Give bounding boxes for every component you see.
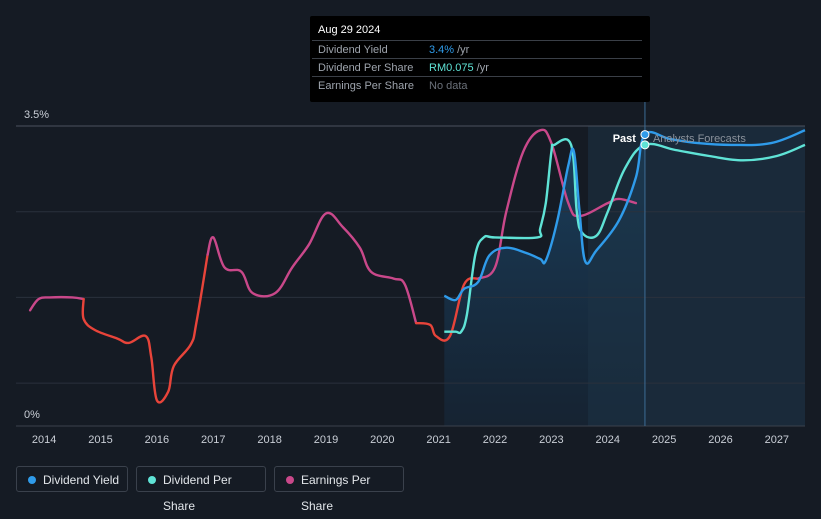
x-tick-label: 2023 <box>539 434 563 446</box>
x-tick-label: 2020 <box>370 434 394 446</box>
tooltip-row-earnings-per-share: Earnings Per Share No data <box>312 76 642 95</box>
forecast-label: Analysts Forecasts <box>653 133 746 145</box>
legend-item-earnings-per-share[interactable]: Earnings Per Share <box>274 466 404 513</box>
tooltip-unit: /yr <box>457 44 470 56</box>
legend-item-dividend-per-share[interactable]: Dividend Per Share <box>136 466 266 513</box>
x-tick-label: 2026 <box>708 434 732 446</box>
x-tick-label: 2021 <box>426 434 450 446</box>
x-tick-label: 2022 <box>483 434 507 446</box>
forecast-region <box>644 126 805 426</box>
legend-dot-icon <box>286 476 294 484</box>
x-tick-label: 2024 <box>596 434 620 446</box>
tooltip-label: Dividend Per Share <box>318 62 414 74</box>
chart: 3.5% 0% 2014 2015 2016 2017 2018 2019 2020 2021 20… <box>16 100 806 446</box>
x-tick-label: 2014 <box>32 434 56 446</box>
tooltip-unit: /yr <box>476 62 489 74</box>
x-tick-label: 2018 <box>257 434 281 446</box>
tooltip-row-dividend-yield: Dividend Yield 3.4%/yr <box>312 40 642 59</box>
x-tick-label: 2025 <box>652 434 676 446</box>
x-tick-label: 2015 <box>88 434 112 446</box>
tooltip-value: No data <box>429 80 468 92</box>
tooltip: Aug 29 2024 Dividend Yield 3.4%/yr Divid… <box>310 16 650 102</box>
eps-line-negative-segment <box>81 253 209 404</box>
legend-dot-icon <box>148 476 156 484</box>
eps-line-segment <box>206 211 418 325</box>
yield-line <box>443 129 806 302</box>
x-tick-label: 2017 <box>201 434 225 446</box>
legend-label: Dividend Yield <box>43 473 120 487</box>
dps-current-marker <box>640 140 650 150</box>
x-tick-label: 2019 <box>314 434 338 446</box>
eps-line-segment <box>28 295 85 312</box>
legend-item-dividend-yield[interactable]: Dividend Yield <box>16 466 128 492</box>
tooltip-label: Earnings Per Share <box>318 80 414 92</box>
tooltip-value: 3.4% <box>429 44 455 56</box>
past-label: Past <box>613 133 637 145</box>
tooltip-row-dividend-per-share: Dividend Per Share RM0.075/yr <box>312 58 642 77</box>
tooltip-date: Aug 29 2024 <box>318 24 381 36</box>
y-tick-label: 3.5% <box>24 109 49 121</box>
yield-current-marker <box>640 130 650 140</box>
x-tick-label: 2016 <box>145 434 169 446</box>
tooltip-label: Dividend Yield <box>318 44 388 56</box>
legend-dot-icon <box>28 476 36 484</box>
eps-line-negative-segment <box>414 276 480 342</box>
tooltip-value: RM0.075 <box>429 62 474 74</box>
x-tick-label: 2027 <box>765 434 789 446</box>
dps-line <box>444 138 806 335</box>
y-tick-label: 0% <box>24 409 40 421</box>
